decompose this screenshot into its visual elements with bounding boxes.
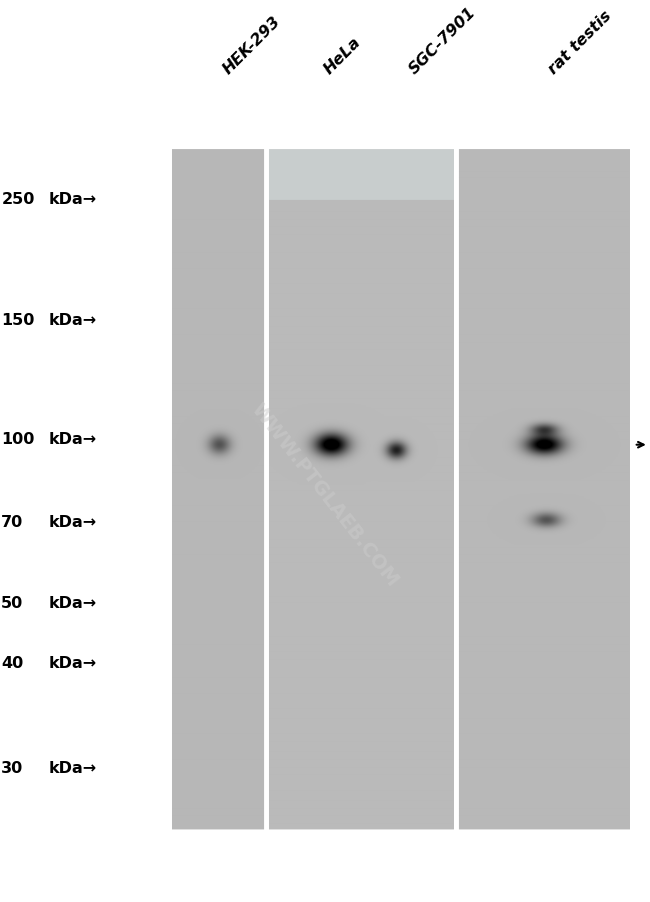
Text: kDa→: kDa→ bbox=[49, 595, 97, 611]
Text: kDa→: kDa→ bbox=[49, 191, 97, 207]
Text: kDa→: kDa→ bbox=[49, 514, 97, 529]
Text: kDa→: kDa→ bbox=[49, 313, 97, 328]
Text: 30: 30 bbox=[1, 760, 23, 776]
Text: 150: 150 bbox=[1, 313, 34, 328]
Text: HEK-293: HEK-293 bbox=[220, 14, 283, 77]
Text: 70: 70 bbox=[1, 514, 23, 529]
Text: SGC-7901: SGC-7901 bbox=[407, 5, 479, 77]
Text: 40: 40 bbox=[1, 655, 23, 670]
Text: 50: 50 bbox=[1, 595, 23, 611]
Text: HeLa: HeLa bbox=[321, 34, 363, 77]
Text: WWW.PTGLAEB.COM: WWW.PTGLAEB.COM bbox=[248, 400, 402, 590]
Text: kDa→: kDa→ bbox=[49, 760, 97, 776]
Text: kDa→: kDa→ bbox=[49, 655, 97, 670]
Text: 100: 100 bbox=[1, 432, 34, 446]
Text: kDa→: kDa→ bbox=[49, 432, 97, 446]
Text: rat testis: rat testis bbox=[545, 8, 614, 77]
Text: 250: 250 bbox=[1, 191, 34, 207]
